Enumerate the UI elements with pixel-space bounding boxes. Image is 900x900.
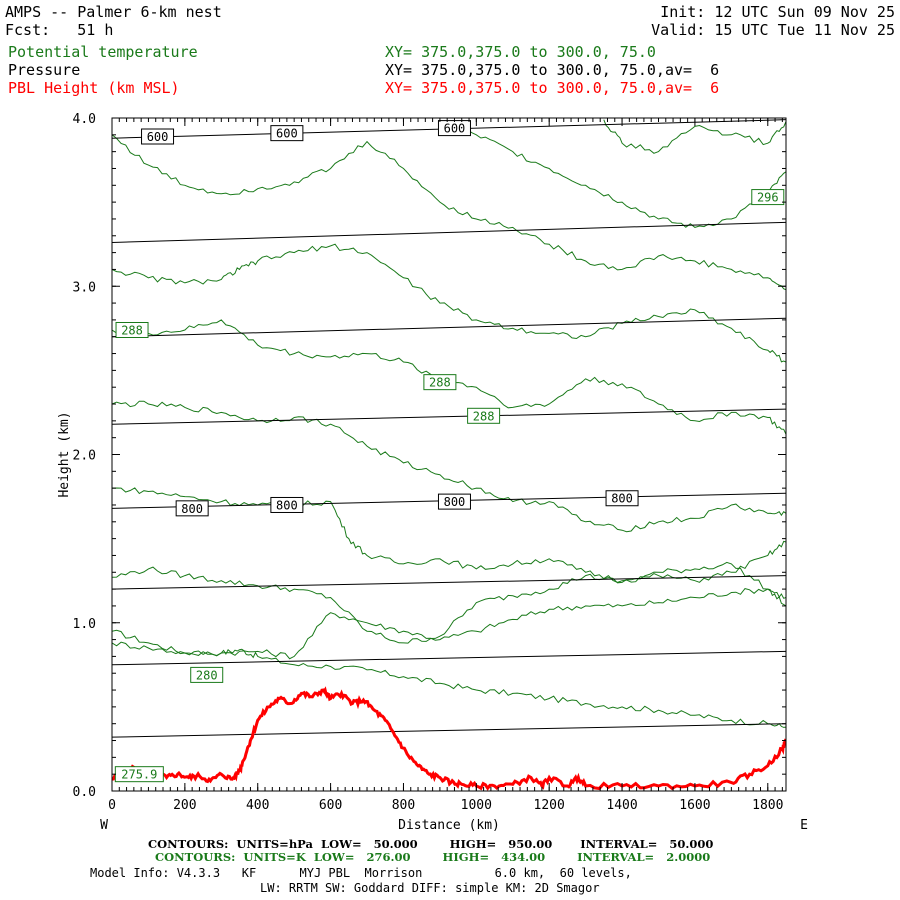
pressure-label-0-box (175, 500, 209, 517)
init-time: Init: 12 UTC Sun 09 Nov 25 (660, 3, 895, 21)
plot-area (112, 119, 786, 791)
east-label: E (800, 818, 808, 833)
pressure-label-0: 800 (181, 502, 203, 516)
field-pressure-xy: XY= 375.0,375.0 to 300.0, 75.0,av= 6 (385, 61, 720, 79)
forecast-hour: Fcst: 51 h (5, 21, 114, 39)
field-pbl-xy: XY= 375.0,375.0 to 300.0, 75.0,av= 6 (385, 79, 720, 97)
field-theta-xy: XY= 375.0,375.0 to 300.0, 75.0 (385, 43, 656, 61)
theta-contour-1 (112, 588, 786, 660)
pressure-line-1 (112, 650, 786, 666)
x-tick-label-2: 400 (246, 798, 269, 813)
x-tick-label-8: 1600 (679, 798, 710, 813)
pressure-label-3-box (605, 490, 639, 507)
contour-info-pressure: CONTOURS: UNITS=hPa LOW= 50.000 HIGH= 95… (148, 837, 714, 851)
theta-label-2: 288 (429, 376, 451, 390)
contour-info-theta: CONTOURS: UNITS=K LOW= 276.00 HIGH= 434.… (155, 850, 711, 864)
x-tick-label-0: 0 (108, 798, 116, 813)
theta-contour-5 (112, 319, 786, 435)
pressure-line-2 (112, 575, 786, 590)
theta-contour-8 (439, 120, 786, 228)
theta-contour-9 (603, 119, 786, 154)
model-title: AMPS -- Palmer 6-km nest (5, 3, 222, 21)
field-theta-name: Potential temperature (8, 43, 198, 61)
theta-label-1-box (115, 321, 149, 338)
valid-time: Valid: 15 UTC Tue 11 Nov 25 (651, 21, 895, 39)
y-tick-label-0: 0.0 (73, 785, 96, 800)
theta-label-1: 288 (121, 323, 143, 337)
theta-contour-6 (112, 243, 786, 363)
theta-contour-0 (112, 629, 786, 728)
field-pbl-name: PBL Height (km MSL) (8, 79, 180, 97)
x-tick-label-3: 600 (319, 798, 342, 813)
pressure-label-6: 600 (444, 122, 466, 136)
pressure-line-5 (112, 317, 786, 338)
pressure-label-1-box (270, 496, 304, 513)
west-label: W (100, 818, 108, 833)
x-tick-label-7: 1400 (606, 798, 637, 813)
x-tick-label-6: 1200 (534, 798, 565, 813)
pbl-height-line (112, 686, 786, 791)
pressure-label-5: 600 (276, 127, 298, 141)
theta-label-5: 275.9 (121, 768, 157, 782)
y-tick-label-3: 3.0 (73, 280, 96, 295)
x-tick-label-4: 800 (392, 798, 415, 813)
x-tick-label-1: 200 (173, 798, 196, 813)
pressure-label-2-box (437, 493, 471, 510)
model-info: Model Info: V4.3.3 KF MYJ PBL Morrison 6… (90, 866, 632, 880)
y-tick-label-2: 2.0 (73, 449, 96, 464)
pressure-label-1: 800 (276, 498, 298, 512)
pressure-label-3: 800 (611, 492, 633, 506)
theta-label-3-box (467, 407, 501, 424)
pressure-label-4: 600 (147, 130, 169, 144)
y-axis-label: Height (km) (57, 411, 72, 497)
theta-label-0: 296 (757, 191, 779, 205)
x-tick-label-9: 1800 (752, 798, 783, 813)
theta-label-4-box (190, 666, 224, 683)
pressure-label-5-box (270, 125, 304, 142)
x-axis-label: Distance (km) (398, 818, 500, 833)
pressure-label-4-box (141, 128, 175, 145)
theta-label-2-box (423, 374, 457, 391)
theta-contour-7 (112, 134, 786, 291)
pressure-line-6 (112, 221, 786, 244)
theta-contour-2 (112, 561, 786, 644)
x-tick-label-5: 1000 (461, 798, 492, 813)
pressure-label-2: 800 (444, 495, 466, 509)
pressure-line-0 (112, 723, 786, 738)
theta-contour-4 (112, 400, 786, 533)
model-info-physics: LW: RRTM SW: Goddard DIFF: simple KM: 2D… (260, 881, 600, 895)
theta-label-4: 280 (196, 668, 218, 682)
plot-frame (111, 117, 787, 792)
y-tick-label-1: 1.0 (73, 617, 96, 632)
y-tick-label-4: 4.0 (73, 112, 96, 127)
field-pressure-name: Pressure (8, 61, 81, 79)
theta-label-0-box (751, 189, 785, 206)
pressure-line-4 (112, 408, 786, 425)
theta-label-3: 288 (473, 409, 495, 423)
